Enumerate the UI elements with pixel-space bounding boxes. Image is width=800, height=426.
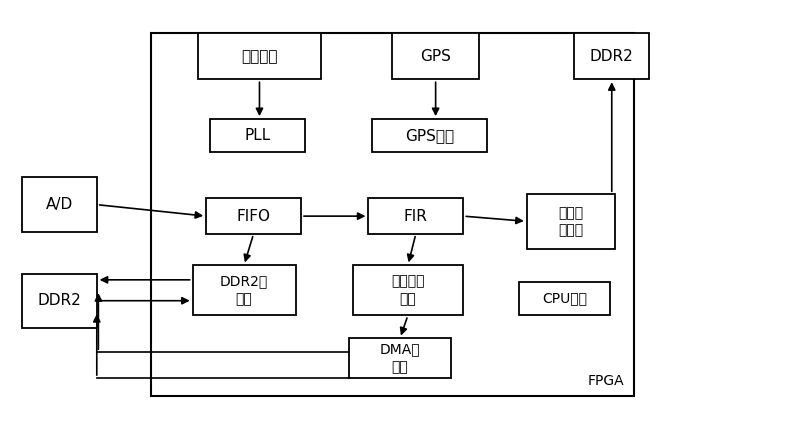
Text: DDR2: DDR2	[590, 49, 634, 64]
Bar	[22, 178, 97, 232]
Bar	[150, 32, 634, 396]
Text: DMA控
制器: DMA控 制器	[380, 343, 420, 374]
Bar	[526, 194, 615, 248]
Bar	[372, 119, 487, 153]
Text: A/D: A/D	[46, 197, 73, 212]
Text: GPS模块: GPS模块	[405, 128, 454, 143]
Text: FPGA: FPGA	[587, 374, 624, 389]
Text: 恒温晶振: 恒温晶振	[242, 49, 278, 64]
Bar	[349, 338, 451, 378]
Text: DDR2: DDR2	[38, 293, 81, 308]
Bar	[368, 199, 463, 234]
Bar	[198, 33, 321, 79]
Text: FIFO: FIFO	[237, 209, 270, 224]
Bar	[22, 273, 97, 328]
Bar	[518, 282, 610, 315]
Bar	[353, 265, 463, 315]
Text: CPU软核: CPU软核	[542, 292, 586, 305]
Text: GPS: GPS	[420, 49, 451, 64]
Text: 启动算法
模块: 启动算法 模块	[391, 275, 425, 306]
Text: FIR: FIR	[404, 209, 428, 224]
Text: DDR2控
制器: DDR2控 制器	[220, 275, 268, 306]
Bar	[206, 199, 301, 234]
Bar	[574, 33, 650, 79]
Bar	[392, 33, 479, 79]
Bar	[210, 119, 305, 153]
Text: PLL: PLL	[244, 128, 270, 143]
Bar	[193, 265, 295, 315]
Text: 故障录
波模块: 故障录 波模块	[558, 206, 583, 237]
